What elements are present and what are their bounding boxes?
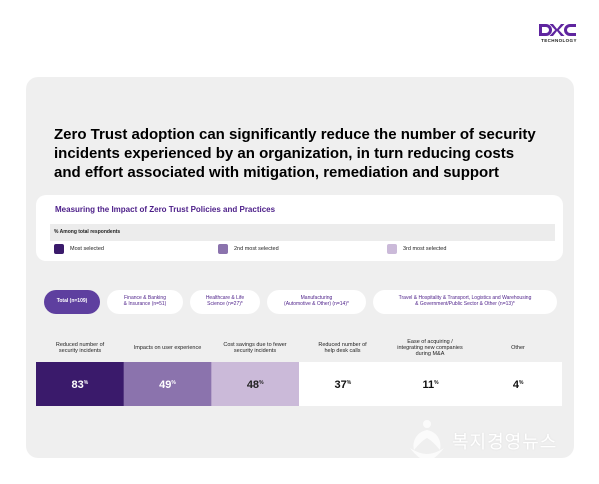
dxc-logo — [538, 22, 578, 46]
legend-label-3rd: 3rd most selected — [403, 246, 447, 252]
column-label: Cost savings due to fewer security incid… — [223, 341, 287, 354]
panel-title: Measuring the Impact of Zero Trust Polic… — [55, 205, 276, 214]
tab-manufacturing[interactable]: Manufacturing (Automotive & Other) (n=14… — [267, 290, 366, 314]
column-label: Other — [511, 344, 525, 351]
value-label: 49% — [159, 379, 176, 391]
value-cell — [211, 362, 300, 406]
column-label: Ease of acquiring / integrating new comp… — [397, 338, 463, 358]
logo-subtitle: TECHNOLOGY — [541, 38, 577, 43]
watermark-logo — [410, 420, 444, 462]
legend-item-2nd: 2nd most selected — [218, 243, 279, 255]
value-label: 37% — [334, 379, 351, 391]
tab-healthcare[interactable]: Healthcare & Life Science (n=27)* — [190, 290, 260, 314]
value-label: 4% — [513, 379, 524, 391]
legend-label-most: Most selected — [70, 246, 104, 252]
legend-item-3rd: 3rd most selected — [387, 243, 446, 255]
legend-item-most: Most selected — [54, 243, 104, 255]
legend-swatch-3rd — [387, 244, 397, 254]
headline: Zero Trust adoption can significantly re… — [54, 126, 536, 181]
value-cell — [36, 362, 125, 406]
value-cell — [123, 362, 212, 406]
value-label: 48% — [247, 379, 264, 391]
value-label: 83% — [71, 379, 88, 391]
column-label: Reduced number of help desk calls — [318, 341, 367, 354]
tab-total[interactable]: Total (n=109) — [44, 290, 100, 314]
base-label: % Among total respondents — [54, 229, 121, 235]
base-label-bar — [50, 224, 555, 241]
legend-swatch-most — [54, 244, 64, 254]
legend-swatch-2nd — [218, 244, 228, 254]
watermark-text: 복지경영뉴스 — [452, 432, 558, 453]
column-label: Impacts on user experience — [133, 344, 202, 351]
value-cell — [386, 362, 475, 406]
value-label: 11% — [422, 379, 439, 391]
legend-label-2nd: 2nd most selected — [234, 246, 279, 252]
value-cell — [299, 362, 388, 406]
tab-travel-government[interactable]: Travel & Hospitality & Transport, Logist… — [373, 290, 557, 314]
column-label: Reduced number of security incidents — [55, 341, 105, 354]
tab-finance[interactable]: Finance & Banking & Insurance (n=51) — [107, 290, 183, 314]
impact-chart: 83% 49% 48% 37% 11% 4% — [36, 362, 562, 406]
value-cell — [474, 362, 562, 406]
